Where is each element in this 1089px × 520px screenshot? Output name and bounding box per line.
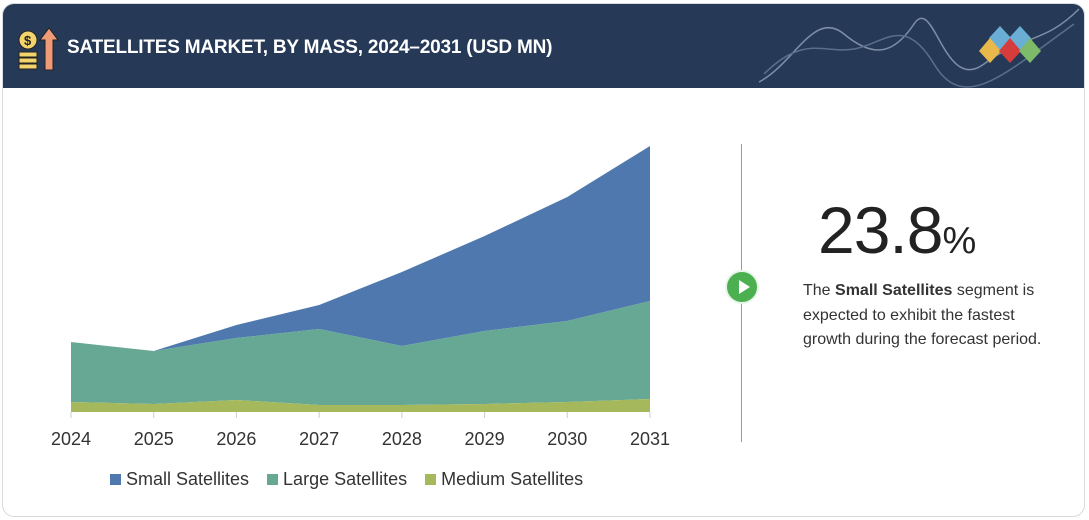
x-tick-label: 2028 [382,429,422,449]
desc-text: segment is expected to exhibit the faste… [803,282,1042,348]
x-tick-label: 2029 [465,429,505,449]
legend-label: Large Satellites [283,469,408,489]
legend-swatch [267,474,279,485]
x-tick-label: 2027 [299,429,339,449]
desc-segment: Small Satellites [835,282,953,299]
chart-title: SATELLITES MARKET, BY MASS, 2024–2031 (U… [67,37,553,58]
play-icon [725,270,759,304]
cagr-value: 23.8% [818,192,976,268]
svg-text:$: $ [24,33,32,48]
cagr-unit: % [942,220,976,262]
legend-swatch [425,474,437,485]
money-growth-icon: $ [18,27,59,71]
highlight-description: The Small Satellites segment is expected… [803,279,1053,353]
area-medium-satellites [71,399,650,412]
legend-item-medium: Medium Satellites [425,469,583,490]
legend-swatch [110,474,121,485]
legend-label: Medium Satellites [441,469,584,489]
stacked-area-chart: 2024 2025 2026 2027 2028 2029 2030 2031 [51,146,670,449]
x-tick-label: 2031 [630,429,670,449]
area-small-satellites [71,146,650,351]
x-tick-label: 2026 [216,429,256,449]
infographic-card: $ SATELLITES MARKET, BY MASS, 2024–2031 … [2,3,1085,517]
x-tick-label: 2030 [547,429,587,449]
area-large-satellites [71,301,650,405]
desc-text: The [803,282,836,299]
decorative-logo [758,8,1080,88]
legend-item-large: Large Satellites [267,469,407,490]
legend-label: Small Satellites [126,469,250,489]
header-banner: $ SATELLITES MARKET, BY MASS, 2024–2031 … [3,4,1084,88]
cagr-number: 23.8 [818,193,943,267]
chart-legend: Small Satellites Large Satellites Medium… [110,469,583,490]
x-tick-label: 2025 [134,429,174,449]
x-tick-label: 2024 [51,429,91,449]
legend-item-small: Small Satellites [110,469,249,490]
